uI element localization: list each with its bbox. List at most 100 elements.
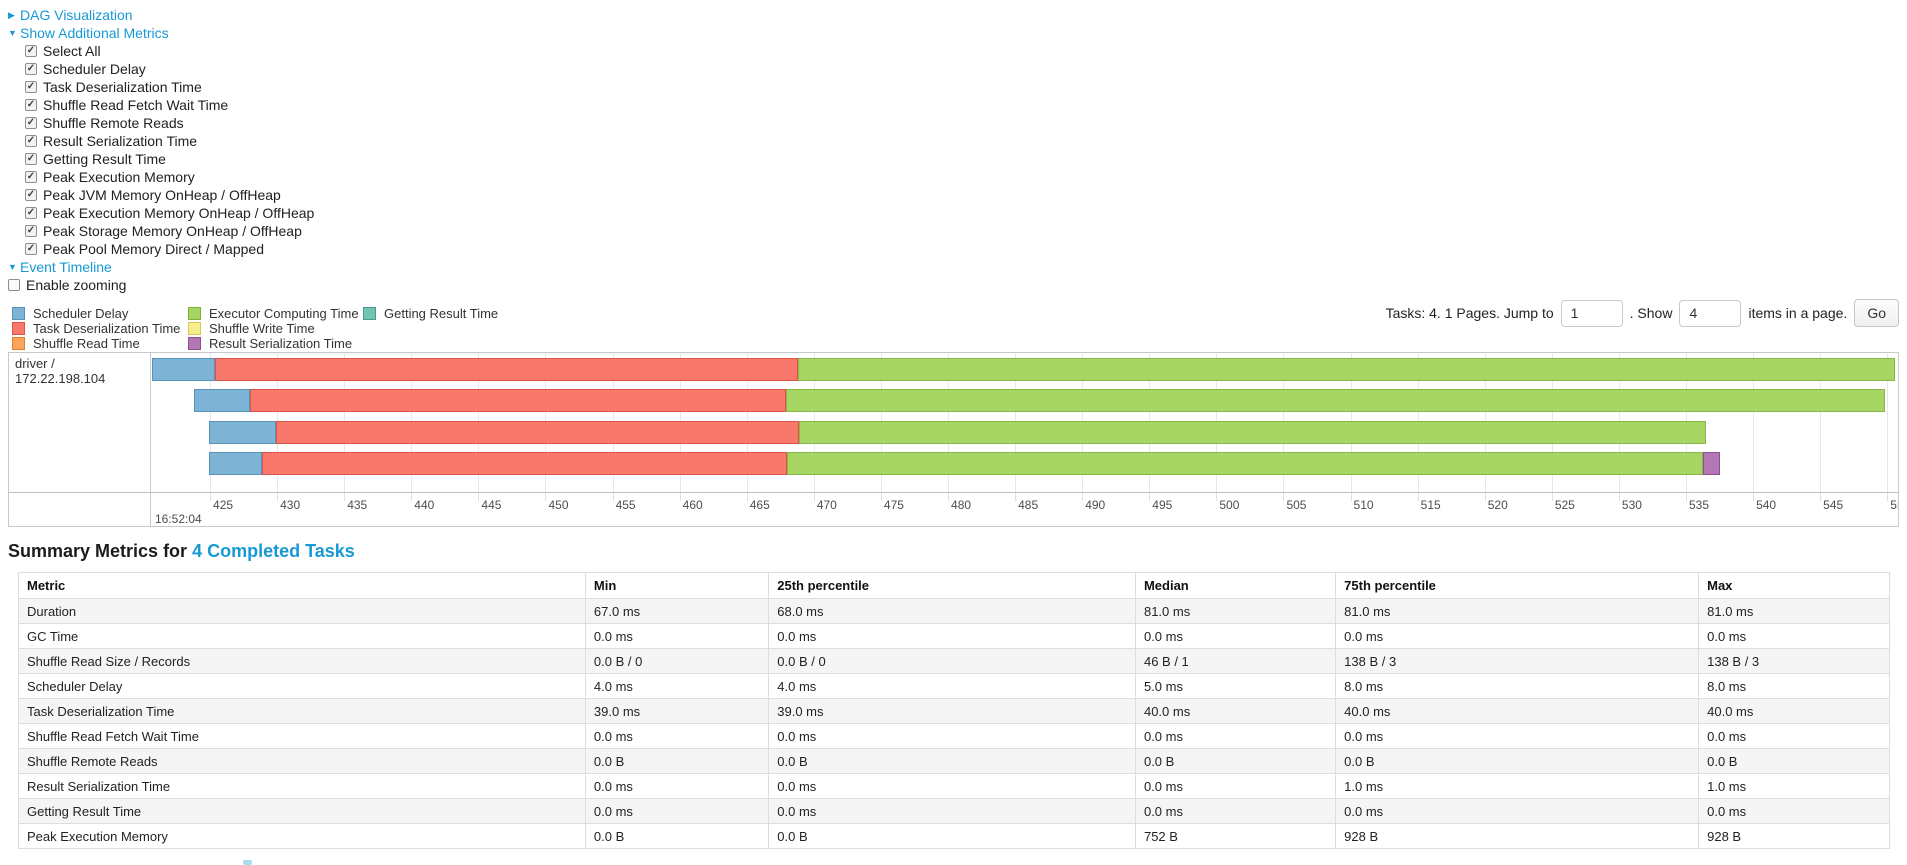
summary-metrics-table: Metric Min 25th percentile Median 75th perce… [18,572,1890,849]
checkbox-label: Peak Execution Memory [43,169,195,185]
metric-value-cell: 0.0 ms [768,798,1136,824]
metric-value-cell: 81.0 ms [1134,598,1337,624]
metric-value-cell: 0.0 ms [1134,773,1337,799]
metric-option-row: Peak JVM Memory OnHeap / OffHeap [25,186,314,204]
axis-tick-label: 440 [414,498,435,512]
metric-option-row: Getting Result Time [25,150,314,168]
checkbox-label: Select All [43,43,101,59]
checkbox-shuffle-remote-reads[interactable] [25,117,37,129]
task-bar[interactable] [151,389,1898,412]
dag-visualization-toggle[interactable]: ▶ DAG Visualization [8,6,314,24]
tick-mark [1216,493,1218,501]
completed-tasks-link[interactable]: 4 Completed Tasks [192,541,355,561]
summary-metrics-heading: Summary Metrics for 4 Completed Tasks [8,541,355,562]
metric-value-cell: 81.0 ms [1698,598,1890,624]
checkbox-result-serialization-time[interactable] [25,135,37,147]
legend-label: Getting Result Time [384,306,499,321]
event-timeline-label: Event Timeline [20,259,112,275]
checkbox-label: Task Deserialization Time [43,79,202,95]
legend-item: Getting Result Time [363,306,498,321]
metric-option-row: Result Serialization Time [25,132,314,150]
enable-zooming-row: Enable zooming [8,276,314,294]
legend-swatch-scheduler-delay [12,307,25,320]
task-bar[interactable] [151,452,1898,475]
checkbox-select-all[interactable] [25,45,37,57]
event-timeline-toggle[interactable]: ▼ Event Timeline [8,258,314,276]
checkbox-label: Shuffle Remote Reads [43,115,184,131]
legend-column: Scheduler Delay Task Deserialization Time… [12,306,180,351]
legend-item: Executor Computing Time [188,306,359,321]
metric-value-cell: 0.0 B / 0 [768,648,1136,674]
table-row: Peak Execution Memory 0.0 B 0.0 B 752 B 928 … [18,823,1890,849]
metric-name-cell: Getting Result Time [18,798,586,824]
column-header-min: Min [584,572,770,599]
axis-tick-label: 490 [1085,498,1106,512]
enable-zooming-label: Enable zooming [26,277,127,293]
metric-value-cell: 0.0 ms [1698,723,1890,749]
task-bar[interactable] [151,421,1898,444]
legend-label: Executor Computing Time [209,306,359,321]
axis-tick-label: 540 [1756,498,1777,512]
dag-visualization-label: DAG Visualization [20,7,133,23]
metric-value-cell: 4.0 ms [768,673,1136,699]
axis-tick-label: 525 [1554,498,1575,512]
timeline-plot[interactable] [151,353,1898,492]
items-per-page-text: items in a page. [1748,305,1848,321]
metric-name-cell: GC Time [18,623,586,649]
event-timeline-chart: driver / 172.22.198.104 425 430 435 440 445 4… [8,352,1899,527]
checkbox-peak-storage-memory-onheap-offheap[interactable] [25,225,37,237]
axis-tick-label: 530 [1621,498,1642,512]
enable-zooming-checkbox[interactable] [8,279,20,291]
checkbox-peak-pool-memory-direct-mapped[interactable] [25,243,37,255]
checkbox-getting-result-time[interactable] [25,153,37,165]
legend-label: Task Deserialization Time [33,321,181,336]
chevron-right-icon: ▶ [8,9,15,20]
show-additional-metrics-toggle[interactable]: ▼ Show Additional Metrics [8,24,314,42]
checkbox-scheduler-delay[interactable] [25,63,37,75]
legend-item: Task Deserialization Time [12,321,180,336]
table-header-row: Metric Min 25th percentile Median 75th perce… [18,572,1890,599]
metric-name-cell: Result Serialization Time [18,773,586,799]
legend-swatch-getting-result-time [363,307,376,320]
task-pagination: Tasks: 4. 1 Pages. Jump to . Show items … [1386,297,1899,329]
segment-task_deserialization [275,421,800,444]
checkbox-peak-jvm-memory-onheap-offheap[interactable] [25,189,37,201]
metric-value-cell: 0.0 B [584,748,770,774]
tick-mark [746,493,748,501]
legend-swatch-shuffle-write-time [188,322,201,335]
checkbox-peak-execution-memory[interactable] [25,171,37,183]
metric-value-cell: 0.0 ms [584,623,770,649]
segment-task_deserialization [250,389,786,412]
metric-name-cell: Shuffle Remote Reads [18,748,586,774]
segment-result_serialization [1703,452,1720,475]
metric-option-row: Peak Pool Memory Direct / Mapped [25,240,314,258]
metric-option-row: Peak Execution Memory OnHeap / OffHeap [25,204,314,222]
go-button[interactable]: Go [1854,299,1899,327]
tick-mark [545,493,547,501]
metric-value-cell: 40.0 ms [1698,698,1890,724]
page-size-input[interactable] [1679,299,1742,327]
metric-value-cell: 138 B / 3 [1335,648,1700,674]
metric-value-cell: 0.0 ms [768,773,1136,799]
segment-scheduler_delay [208,452,263,475]
axis-tick-label: 425 [213,498,234,512]
tick-mark [210,493,212,501]
summary-heading-prefix: Summary Metrics for [8,541,193,561]
tick-mark [1551,493,1553,501]
task-bar[interactable] [151,358,1898,381]
tick-mark [1484,493,1486,501]
metric-value-cell: 0.0 ms [1335,623,1700,649]
legend-item: Shuffle Write Time [188,321,359,336]
axis-tick-label: 510 [1353,498,1374,512]
axis-tick-label: 480 [951,498,972,512]
checkbox-task-deserialization-time[interactable] [25,81,37,93]
checkbox-peak-execution-memory-onheap-offheap[interactable] [25,207,37,219]
metric-value-cell: 8.0 ms [1335,673,1700,699]
metric-option-row: Shuffle Remote Reads [25,114,314,132]
axis-tick-label: 485 [1018,498,1039,512]
axis-start-time: 16:52:04 [155,512,202,526]
checkbox-shuffle-read-fetch-wait-time[interactable] [25,99,37,111]
jump-to-page-input[interactable] [1560,299,1623,327]
legend-item: Scheduler Delay [12,306,180,321]
metric-option-row: Peak Storage Memory OnHeap / OffHeap [25,222,314,240]
